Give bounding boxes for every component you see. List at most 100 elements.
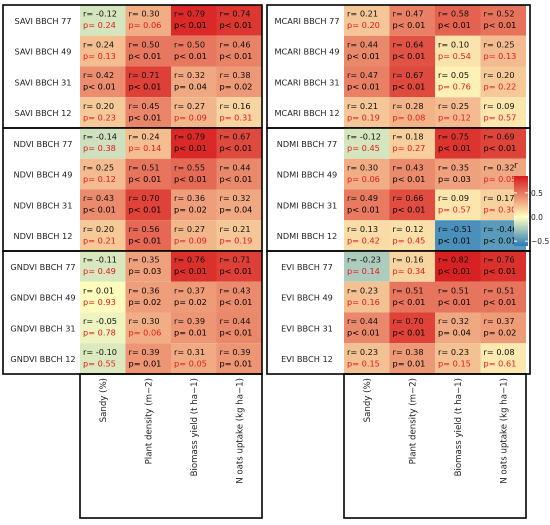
cell-r-value: r= 0.51 — [129, 162, 160, 172]
cell-p-value: p< 0.01 — [129, 235, 162, 245]
cell-p-value: p< 0.01 — [174, 174, 207, 184]
cell-p-value: p= 0.20 — [347, 20, 380, 30]
cell-r-value: r= 0.09 — [438, 193, 469, 203]
row-label: NDMI BBCH 49 — [277, 170, 338, 180]
cell-r-value: r= 0.39 — [129, 347, 160, 357]
cell-r-value: r= 0.21 — [347, 9, 378, 19]
cell-r-value: r= -0.12 — [347, 132, 381, 142]
cell-p-value: p< 0.01 — [484, 297, 517, 307]
heatmap-cell — [344, 343, 390, 374]
row-label: EVI BBCH 49 — [281, 293, 333, 303]
heatmap-cell — [171, 128, 217, 159]
cell-r-value: r= 0.09 — [484, 101, 515, 111]
heatmap-cell — [80, 189, 126, 221]
cell-r-value: r= 0.13 — [347, 224, 378, 234]
cell-r-value: r= 0.50 — [129, 39, 160, 49]
heatmap-cell — [80, 158, 126, 190]
cell-p-value: p= 0.05 — [484, 174, 517, 184]
cell-r-value: r= 0.44 — [220, 162, 251, 172]
row-label: EVI BBCH 12 — [281, 354, 333, 364]
heatmap-cell — [216, 281, 262, 313]
heatmap-cell — [80, 312, 126, 344]
cell-r-value: r= 0.39 — [174, 316, 205, 326]
cell-r-value: r= 0.20 — [83, 101, 114, 111]
row-label: MCARI BBCH 12 — [274, 108, 339, 118]
column-label: Biomass yield (t ha−1) — [190, 378, 200, 476]
heatmap-cell — [435, 281, 481, 313]
cell-p-value: p= 0.49 — [83, 266, 116, 276]
cell-r-value: r= 0.24 — [129, 132, 160, 142]
heatmap-cell — [435, 97, 481, 128]
cell-p-value: p= 0.19 — [220, 235, 253, 245]
heatmap-cell — [171, 66, 217, 98]
cell-p-value: p= 0.06 — [347, 174, 380, 184]
cell-p-value: p< 0.01 — [393, 297, 426, 307]
cell-r-value: r= 0.23 — [347, 347, 378, 357]
cell-p-value: p= 0.08 — [393, 112, 426, 122]
row-label: MCARI BBCH 77 — [274, 16, 339, 26]
cell-r-value: r= 0.51 — [484, 285, 515, 295]
column-label: Sandy (%) — [363, 378, 373, 422]
cell-p-value: p< 0.01 — [393, 205, 426, 215]
cell-p-value: p= 0.02 — [174, 205, 207, 215]
cell-r-value: r= 0.30 — [347, 162, 378, 172]
heatmap-cell — [80, 281, 126, 313]
cell-p-value: p= 0.61 — [484, 358, 517, 368]
cell-r-value: r= 0.58 — [438, 9, 469, 19]
heatmap-cell — [480, 312, 526, 344]
panel-mcari: MCARI BBCH 77r= 0.21p= 0.20r= 0.47p< 0.0… — [266, 4, 531, 129]
cell-p-value: p= 0.01 — [129, 358, 162, 368]
cell-p-value: p< 0.01 — [393, 20, 426, 30]
cell-r-value: r= 0.52 — [484, 9, 515, 19]
panel-ndmi: NDMI BBCH 77r= -0.12p= 0.45r= 0.18p= 0.2… — [266, 127, 531, 252]
cell-p-value: p< 0.01 — [393, 328, 426, 338]
cell-p-value: p< 0.01 — [347, 51, 380, 61]
cell-r-value: r= -0.12 — [83, 9, 117, 19]
heatmap-cell — [125, 189, 171, 221]
cell-r-value: r= 0.31 — [174, 347, 205, 357]
heatmap-cell — [389, 35, 435, 67]
heatmap-cell — [389, 5, 435, 36]
cell-p-value: p< 0.01 — [83, 82, 116, 92]
cell-p-value: p< 0.01 — [347, 328, 380, 338]
heatmap-cell — [389, 312, 435, 344]
cell-r-value: r= 0.67 — [220, 132, 251, 142]
heatmap-cell — [216, 35, 262, 67]
cell-r-value: r= 0.27 — [174, 101, 205, 111]
heatmap-cell — [216, 343, 262, 374]
row-label: MCARI BBCH 31 — [274, 77, 339, 87]
cell-p-value: p< 0.01 — [347, 205, 380, 215]
cell-p-value: p= 0.14 — [347, 266, 380, 276]
cell-r-value: r= -0.14 — [83, 132, 117, 142]
column-label-frame — [79, 373, 263, 519]
cell-r-value: r= 0.44 — [347, 316, 378, 326]
heatmap-cell — [389, 189, 435, 221]
cell-p-value: p= 0.38 — [83, 143, 116, 153]
legend-colorbar — [514, 176, 528, 246]
cell-p-value: p= 0.13 — [484, 51, 517, 61]
heatmap-cell — [216, 66, 262, 98]
heatmap-cell — [389, 343, 435, 374]
cell-r-value: r= 0.18 — [393, 132, 424, 142]
cell-r-value: r= 0.35 — [438, 162, 469, 172]
cell-r-value: r= 0.32 — [438, 316, 469, 326]
cell-r-value: r= 0.51 — [438, 285, 469, 295]
cell-p-value: p= 0.24 — [83, 20, 116, 30]
cell-r-value: r= 0.10 — [438, 39, 469, 49]
heatmap-cell — [344, 189, 390, 221]
cell-p-value: p< 0.01 — [438, 20, 471, 30]
cell-r-value: r= 0.12 — [393, 224, 424, 234]
heatmap-cell — [171, 5, 217, 36]
cell-r-value: r= 0.70 — [393, 316, 424, 326]
heatmap-cell — [125, 251, 171, 282]
cell-p-value: p< 0.01 — [438, 143, 471, 153]
heatmap-cell — [344, 251, 390, 282]
heatmap-cell — [480, 128, 526, 159]
heatmap-cell — [171, 189, 217, 221]
cell-r-value: r= 0.50 — [174, 39, 205, 49]
heatmap-cell — [80, 66, 126, 98]
heatmap-cell — [125, 5, 171, 36]
cell-r-value: r= 0.16 — [393, 255, 424, 265]
cell-r-value: r= 0.76 — [484, 255, 515, 265]
legend-title: r — [514, 161, 518, 171]
